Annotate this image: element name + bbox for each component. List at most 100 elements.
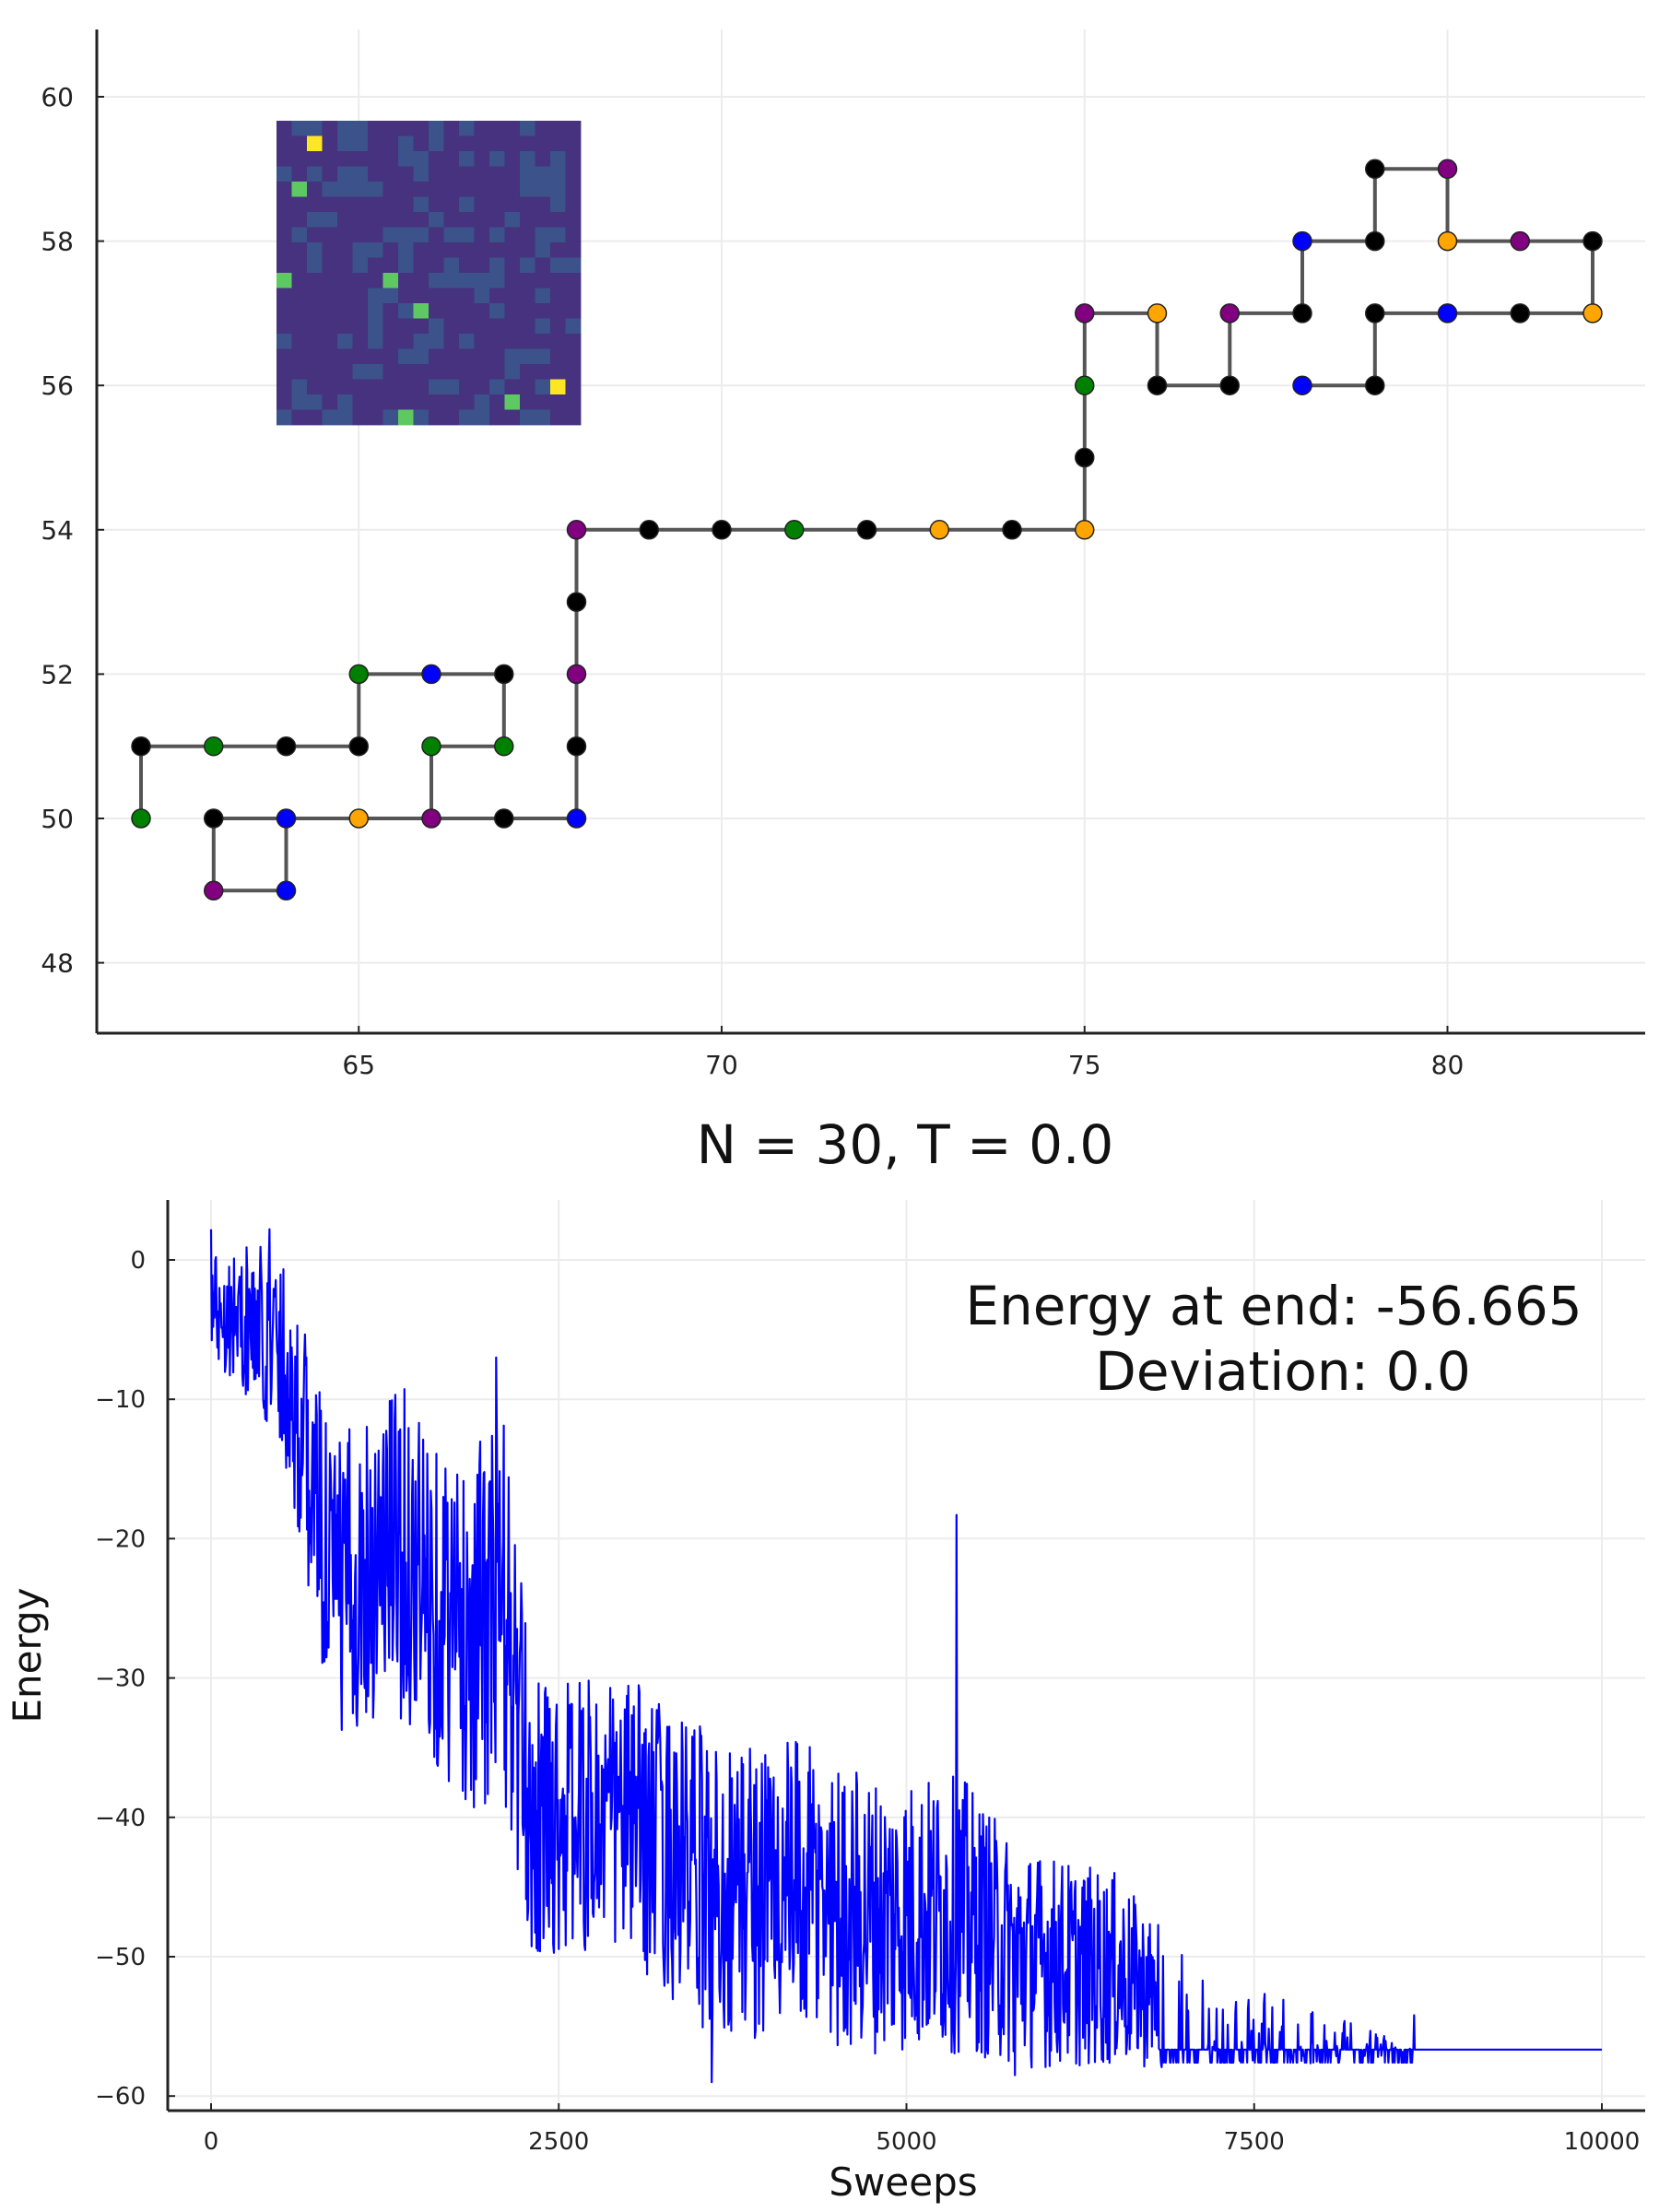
heatmap-cell bbox=[291, 303, 308, 319]
energy-x-tick-label: 2500 bbox=[528, 2128, 589, 2156]
heatmap-cell bbox=[382, 182, 399, 197]
heatmap-cell bbox=[565, 364, 582, 380]
heatmap-cell bbox=[443, 379, 460, 395]
heatmap-cell bbox=[413, 364, 429, 380]
heatmap-cell bbox=[352, 273, 369, 288]
heatmap-cell bbox=[276, 348, 292, 365]
heatmap-cell bbox=[382, 135, 399, 152]
heatmap-cell bbox=[291, 182, 308, 197]
heatmap-cell bbox=[307, 334, 323, 349]
heatmap-cell bbox=[337, 257, 353, 274]
heatmap-cell bbox=[520, 121, 535, 136]
heatmap-cell bbox=[352, 227, 369, 243]
heatmap-cell bbox=[474, 227, 490, 243]
coupling-matrix-inset bbox=[276, 121, 582, 426]
heatmap-cell bbox=[535, 334, 551, 349]
heatmap-cell bbox=[337, 273, 353, 288]
energy-x-tick-label: 5000 bbox=[876, 2128, 936, 2156]
heatmap-cell bbox=[276, 166, 292, 182]
heatmap-cell bbox=[459, 121, 475, 136]
heatmap-cell bbox=[489, 288, 505, 304]
heatmap-cell bbox=[550, 227, 566, 243]
heatmap-cell bbox=[413, 409, 429, 426]
heatmap-cell bbox=[504, 242, 521, 258]
heatmap-cell bbox=[276, 364, 292, 380]
heatmap-cell bbox=[504, 273, 521, 288]
heatmap-cell bbox=[382, 394, 399, 410]
heatmap-cell bbox=[368, 242, 383, 258]
heatmap-cell bbox=[398, 196, 414, 213]
heatmap-cell bbox=[368, 318, 383, 335]
heatmap-cell bbox=[307, 348, 323, 365]
monomer-point-blue bbox=[1292, 375, 1312, 395]
heatmap-cell bbox=[382, 273, 399, 288]
heatmap-cell bbox=[291, 135, 308, 152]
heatmap-cell bbox=[474, 334, 490, 349]
monomer-point-purple bbox=[1510, 230, 1530, 252]
heatmap-cell bbox=[520, 196, 535, 213]
energy-x-ticks: 0 2500 5000 7500 10000 bbox=[204, 2103, 1640, 2156]
heatmap-cell bbox=[474, 364, 490, 380]
heatmap-cell bbox=[337, 334, 353, 349]
heatmap-cell bbox=[535, 151, 551, 167]
monomer-point-black bbox=[1075, 447, 1095, 468]
heatmap-cell bbox=[535, 409, 551, 426]
heatmap-cell bbox=[398, 273, 414, 288]
heatmap-cell bbox=[291, 409, 308, 426]
heatmap-cell bbox=[504, 121, 521, 136]
heatmap-cell bbox=[474, 257, 490, 274]
heatmap-cell bbox=[291, 379, 308, 395]
monomer-point-orange bbox=[1075, 520, 1095, 540]
heatmap-cell bbox=[291, 212, 308, 228]
heatmap-cell bbox=[307, 257, 323, 274]
heatmap-cell bbox=[443, 303, 460, 319]
monomer-point-green bbox=[1075, 375, 1095, 395]
heatmap-cell bbox=[352, 242, 369, 258]
heatmap-cell bbox=[398, 212, 414, 228]
heatmap-cell bbox=[489, 364, 505, 380]
heatmap-cell bbox=[504, 196, 521, 213]
heatmap-cell bbox=[520, 379, 535, 395]
heatmap-cell bbox=[504, 379, 521, 395]
heatmap-cell bbox=[382, 409, 399, 426]
heatmap-cell bbox=[459, 242, 475, 258]
monomer-point-black bbox=[1583, 230, 1603, 252]
heatmap-cell bbox=[474, 135, 490, 152]
lattice-x-tick-label: 75 bbox=[1068, 1050, 1101, 1080]
heatmap-cell bbox=[429, 196, 444, 213]
heatmap-cell bbox=[352, 121, 369, 136]
heatmap-cell bbox=[307, 288, 323, 304]
heatmap-cell bbox=[550, 212, 566, 228]
heatmap-cell bbox=[459, 273, 475, 288]
energy-y-axis-label: Energy bbox=[5, 1587, 50, 1723]
heatmap-cell bbox=[322, 227, 338, 243]
heatmap-cell bbox=[535, 242, 551, 258]
monomer-point-orange bbox=[1147, 303, 1168, 324]
heatmap-cell bbox=[352, 288, 369, 304]
heatmap-cell bbox=[368, 394, 383, 410]
heatmap-cell bbox=[489, 135, 505, 152]
heatmap-cell bbox=[565, 318, 582, 335]
monomer-point-purple bbox=[421, 808, 441, 829]
heatmap-cell bbox=[413, 379, 429, 395]
heatmap-cell bbox=[291, 166, 308, 182]
heatmap-cell bbox=[307, 166, 323, 182]
heatmap-cell bbox=[550, 273, 566, 288]
heatmap-cell bbox=[520, 334, 535, 349]
heatmap-cell bbox=[520, 303, 535, 319]
heatmap-cell bbox=[504, 151, 521, 167]
energy-x-tick-label: 7500 bbox=[1224, 2128, 1285, 2156]
monomer-point-black bbox=[494, 664, 514, 685]
heatmap-cell bbox=[565, 242, 582, 258]
heatmap-cell bbox=[322, 212, 338, 228]
heatmap-cell bbox=[565, 257, 582, 274]
heatmap-cell bbox=[291, 394, 308, 410]
heatmap-cell bbox=[443, 166, 460, 182]
heatmap-cell bbox=[565, 135, 582, 152]
heatmap-cell bbox=[474, 212, 490, 228]
heatmap-cell bbox=[291, 364, 308, 380]
monomer-point-green bbox=[131, 808, 151, 829]
heatmap-cell bbox=[398, 182, 414, 197]
heatmap-cell bbox=[398, 303, 414, 319]
